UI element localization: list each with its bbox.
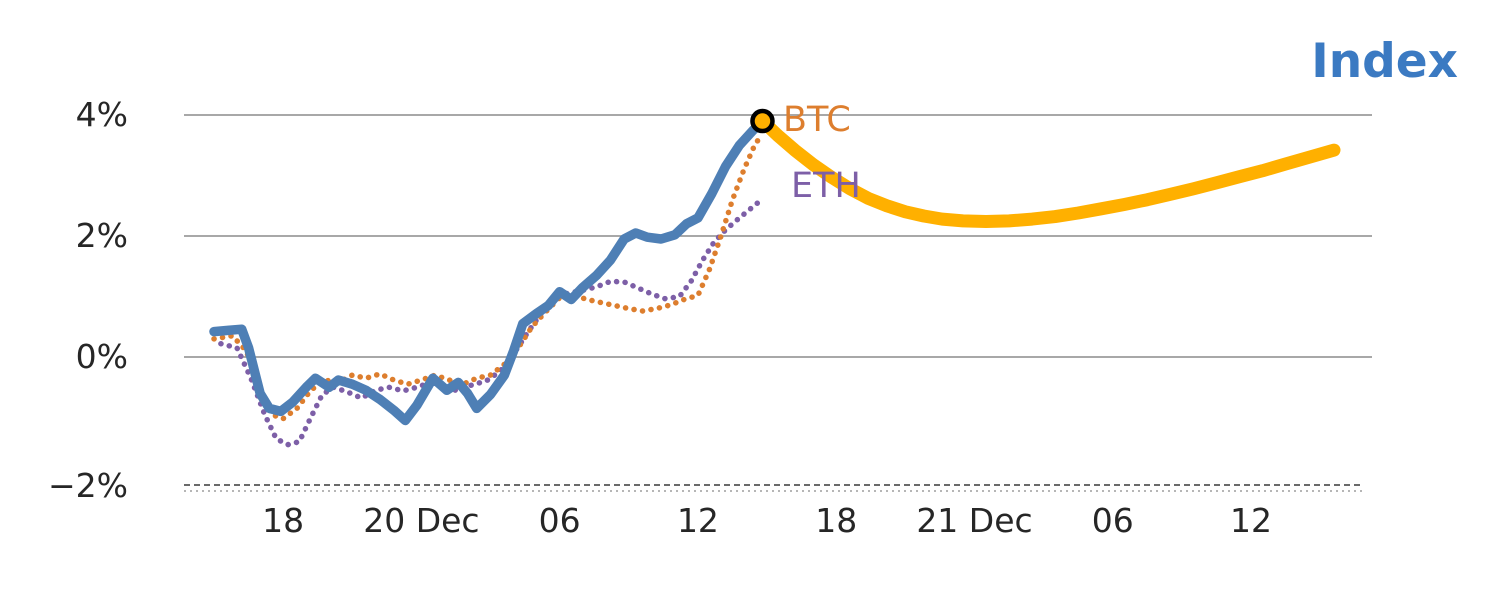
series-line-index-forecast- bbox=[756, 114, 1341, 228]
series-line-index-history- bbox=[209, 116, 768, 426]
series-line-eth bbox=[218, 199, 761, 448]
series-line-btc bbox=[211, 133, 763, 422]
eth-series-label: ETH bbox=[791, 166, 861, 206]
btc-series-label: BTC bbox=[783, 100, 851, 140]
current-point-marker bbox=[750, 108, 775, 134]
chart-title: Index bbox=[1311, 34, 1458, 89]
